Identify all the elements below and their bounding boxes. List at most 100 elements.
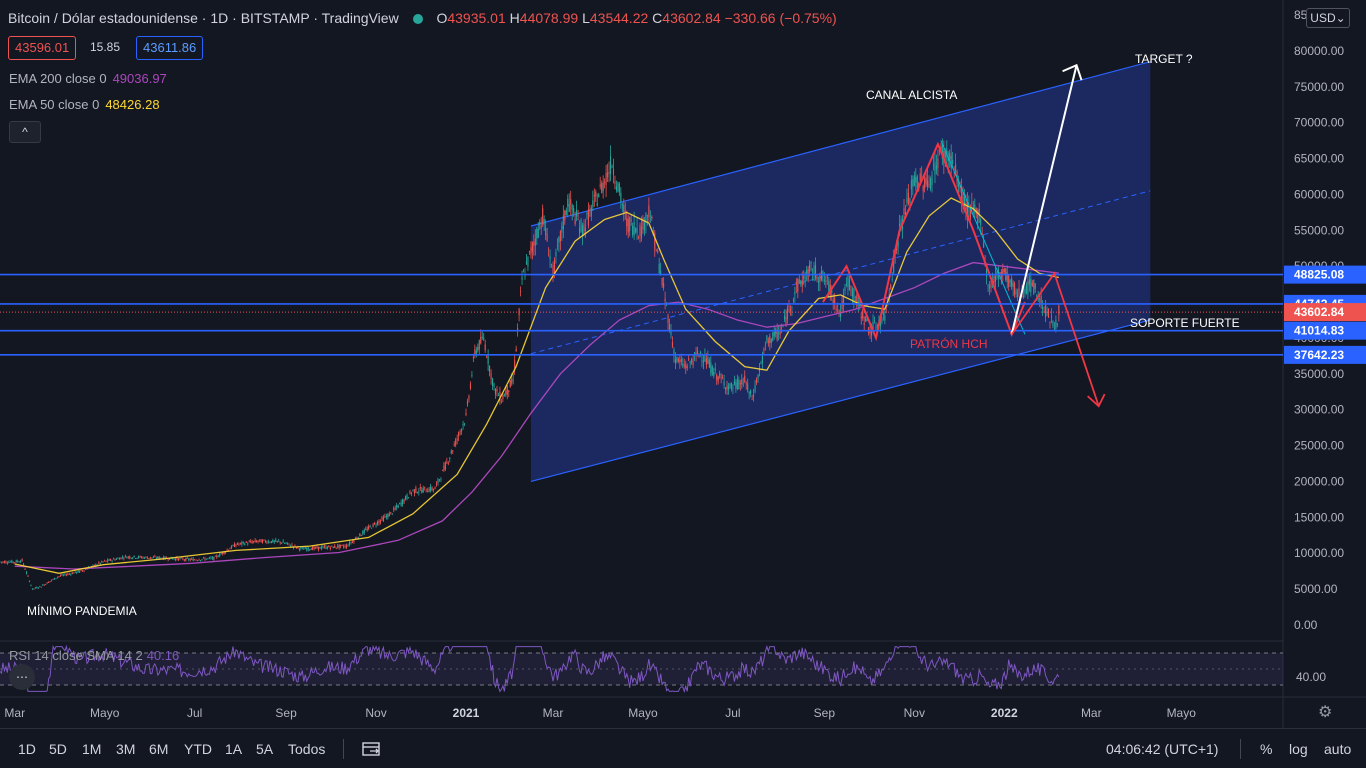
toolbar-divider bbox=[343, 739, 344, 759]
timeframe-5a[interactable]: 5A bbox=[256, 741, 274, 757]
candle-body bbox=[359, 533, 361, 537]
candle-body bbox=[663, 283, 665, 288]
x-tick-label: Mar bbox=[543, 706, 564, 720]
candle-body bbox=[823, 279, 825, 281]
candle-body bbox=[391, 513, 393, 515]
candle-body bbox=[1012, 282, 1014, 288]
candle-body bbox=[1037, 298, 1039, 300]
rsi-legend[interactable]: RSI 14 close SMA 14 2 40.16 bbox=[9, 648, 180, 663]
clock-timezone[interactable]: 04:06:42 (UTC+1) bbox=[1106, 741, 1219, 757]
candle-body bbox=[915, 177, 917, 183]
candle-body bbox=[779, 331, 781, 335]
candle-body bbox=[310, 548, 312, 551]
candle-body bbox=[792, 300, 794, 301]
candle-body bbox=[298, 548, 300, 550]
log-scale-button[interactable]: log bbox=[1289, 741, 1308, 757]
candle-body bbox=[124, 555, 126, 557]
candle-body bbox=[236, 542, 238, 545]
x-tick-label: Nov bbox=[365, 706, 386, 720]
candle-body bbox=[301, 547, 303, 549]
candle-body bbox=[228, 549, 230, 551]
candle-body bbox=[845, 283, 848, 285]
candle-body bbox=[350, 542, 352, 544]
candle-body bbox=[882, 311, 884, 316]
candle-body bbox=[329, 547, 331, 549]
candle-body bbox=[39, 586, 41, 587]
gear-icon[interactable]: ⚙ bbox=[1318, 704, 1333, 721]
candle-body bbox=[406, 494, 408, 499]
candle-body bbox=[1006, 272, 1008, 283]
timeframe-1d[interactable]: 1D bbox=[18, 741, 36, 757]
candle-body bbox=[828, 280, 830, 293]
x-tick-label: Mayo bbox=[1167, 706, 1197, 720]
ema200-legend[interactable]: EMA 200 close 0 49036.97 bbox=[9, 71, 167, 86]
candle-body bbox=[627, 219, 629, 233]
candle-body bbox=[528, 251, 530, 253]
candle-body bbox=[838, 309, 840, 314]
rsi-menu-button[interactable]: ⋯ bbox=[9, 664, 35, 690]
candle-body bbox=[576, 209, 578, 217]
candle-body bbox=[546, 234, 548, 241]
candle-body bbox=[974, 204, 976, 213]
candle-body bbox=[722, 378, 724, 380]
timeframe-todos[interactable]: Todos bbox=[288, 741, 326, 757]
candle-body bbox=[596, 203, 598, 207]
candle-body bbox=[58, 576, 60, 577]
candle-body bbox=[183, 559, 185, 561]
candle-body bbox=[141, 557, 143, 559]
candle-body bbox=[963, 197, 966, 210]
candle-body bbox=[636, 228, 638, 234]
y-tick-label: 30000.00 bbox=[1294, 403, 1344, 417]
candle-body bbox=[778, 332, 780, 334]
candle-body bbox=[322, 546, 324, 549]
currency-selector[interactable]: USD⌄ bbox=[1306, 8, 1350, 28]
candle-body bbox=[543, 219, 545, 225]
candle-body bbox=[981, 232, 983, 237]
buy-price-button[interactable]: 43611.86 bbox=[136, 36, 204, 60]
ema50-legend[interactable]: EMA 50 close 0 48426.28 bbox=[9, 97, 160, 112]
candle-body bbox=[589, 208, 591, 210]
candle-body bbox=[965, 202, 967, 213]
timeframe-1m[interactable]: 1M bbox=[82, 741, 102, 757]
candle-body bbox=[667, 315, 669, 324]
candle-body bbox=[412, 489, 414, 491]
symbol-name[interactable]: Bitcoin / Dólar estadounidense bbox=[8, 10, 198, 26]
candle-body bbox=[521, 276, 523, 281]
timeframe-6m[interactable]: 6M bbox=[149, 741, 169, 757]
candle-body bbox=[325, 546, 327, 549]
candle-body bbox=[640, 227, 643, 239]
price-level-label: 37642.23 bbox=[1294, 348, 1344, 362]
candle-body bbox=[82, 570, 84, 572]
sell-price-button[interactable]: 43596.01 bbox=[8, 36, 77, 60]
timeframe-ytd[interactable]: YTD bbox=[184, 741, 212, 757]
candle-body bbox=[699, 351, 702, 354]
candle-body bbox=[201, 558, 203, 560]
candle-body bbox=[468, 396, 470, 400]
candle-body bbox=[692, 361, 694, 366]
calendar-range-icon[interactable] bbox=[362, 741, 382, 760]
candle-body bbox=[232, 545, 234, 546]
candle-body bbox=[702, 360, 704, 363]
candle-body bbox=[40, 586, 42, 588]
candle-body bbox=[522, 271, 525, 273]
candle-body bbox=[866, 319, 868, 321]
candle-body bbox=[553, 259, 556, 274]
collapse-legend-button[interactable]: ^ bbox=[9, 121, 41, 143]
candle-body bbox=[163, 556, 165, 560]
candle-body bbox=[764, 344, 766, 346]
auto-scale-button[interactable]: auto bbox=[1324, 741, 1352, 757]
percent-scale-button[interactable]: % bbox=[1260, 741, 1273, 757]
candle-body bbox=[284, 543, 286, 544]
candle-body bbox=[213, 556, 215, 560]
candle-body bbox=[977, 210, 979, 224]
candle-body bbox=[929, 178, 932, 189]
timeframe-5d[interactable]: 5D bbox=[49, 741, 67, 757]
candle-body bbox=[509, 380, 511, 388]
candle-body bbox=[751, 398, 753, 400]
candle-body bbox=[33, 588, 35, 590]
timeframe-3m[interactable]: 3M bbox=[116, 741, 136, 757]
candle-body bbox=[788, 306, 790, 307]
timeframe-1a[interactable]: 1A bbox=[225, 741, 243, 757]
spread-value: 15.85 bbox=[90, 40, 121, 54]
